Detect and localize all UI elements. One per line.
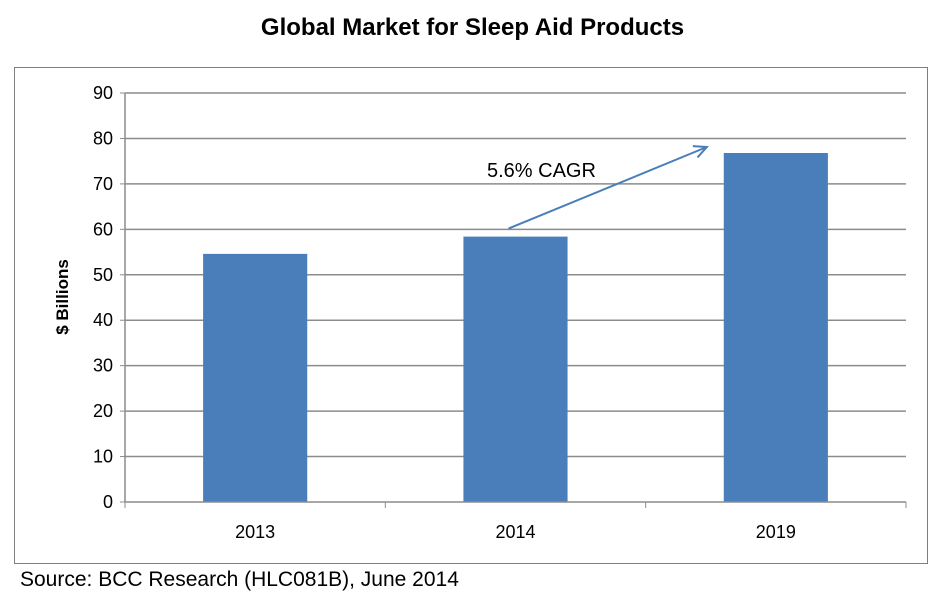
y-tick-label: 50 bbox=[93, 265, 113, 285]
bar-2014 bbox=[463, 236, 568, 503]
chart-title: Global Market for Sleep Aid Products bbox=[260, 14, 685, 41]
y-tick-label: 90 bbox=[93, 83, 113, 103]
bar-2019 bbox=[723, 152, 828, 502]
x-tick-label: 2014 bbox=[495, 522, 535, 542]
y-tick-label: 10 bbox=[93, 447, 113, 467]
x-tick-label: 2019 bbox=[756, 522, 796, 542]
y-tick-label: 30 bbox=[93, 356, 113, 376]
y-tick-label: 80 bbox=[93, 128, 113, 148]
x-tick-label: 2013 bbox=[235, 522, 275, 542]
y-tick-label: 60 bbox=[93, 219, 113, 239]
chart-frame bbox=[14, 67, 928, 564]
arrowhead-icon bbox=[692, 145, 709, 159]
y-tick-label: 0 bbox=[103, 492, 113, 512]
y-tick-label: 20 bbox=[93, 401, 113, 421]
bar-2013 bbox=[203, 253, 308, 502]
y-tick-label: 70 bbox=[93, 174, 113, 194]
y-axis-label: $ Billions bbox=[53, 259, 72, 335]
cagr-annotation: 5.6% CAGR bbox=[487, 160, 596, 182]
source-note: Source: BCC Research (HLC081B), June 201… bbox=[20, 568, 459, 591]
y-tick-label: 40 bbox=[93, 310, 113, 330]
cagr-arrow bbox=[508, 146, 708, 230]
